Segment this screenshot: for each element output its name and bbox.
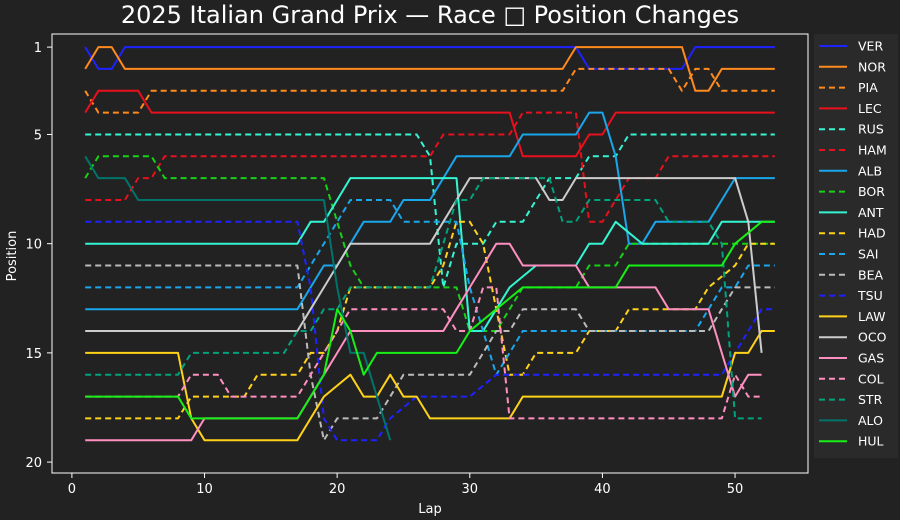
series-line-bor xyxy=(84,155,775,332)
x-axis-title: Lap xyxy=(418,502,441,517)
legend-label-col: COL xyxy=(858,371,884,386)
legend-label-ver: VER xyxy=(858,39,883,54)
legend-label-lec: LEC xyxy=(858,101,882,116)
y-tick-label: 1 xyxy=(34,41,42,56)
series-line-str xyxy=(85,177,762,420)
legend-label-bor: BOR xyxy=(858,184,885,199)
x-tick-label: 0 xyxy=(68,482,76,497)
series-line-had xyxy=(85,220,775,420)
legend-label-law: LAW xyxy=(858,309,885,324)
legend-label-tsu: TSU xyxy=(857,288,883,303)
legend-label-hul: HUL xyxy=(858,434,884,449)
legend-label-gas: GAS xyxy=(858,351,884,366)
axes-frame xyxy=(51,33,809,474)
legend-label-nor: NOR xyxy=(858,59,886,74)
plot-area xyxy=(84,46,775,442)
y-tick-label: 10 xyxy=(25,238,42,253)
legend-label-alb: ALB xyxy=(858,163,882,178)
legend-label-rus: RUS xyxy=(858,122,884,137)
x-tick-label: 30 xyxy=(462,482,479,497)
legend-label-alo: ALO xyxy=(858,413,883,428)
x-axis: 0 10 20 30 40 50 xyxy=(68,473,744,497)
series-line-col xyxy=(85,286,762,420)
y-tick-label: 5 xyxy=(34,128,42,143)
x-tick-label: 10 xyxy=(196,482,213,497)
legend: VER NOR PIA LEC RUS HAM ALB BOR ANT HAD SAI BEA TSU L… xyxy=(814,34,898,458)
legend-label-oco: OCO xyxy=(858,330,887,345)
legend-box xyxy=(814,34,898,458)
series-line-pia xyxy=(84,67,775,114)
x-tick-label: 40 xyxy=(594,482,611,497)
legend-label-pia: PIA xyxy=(858,80,878,95)
chart-title: 2025 Italian Grand Prix — Race □ Positio… xyxy=(121,1,739,29)
series-line-hul xyxy=(85,220,775,420)
series-line-law xyxy=(85,330,775,442)
legend-label-bea: BEA xyxy=(858,267,883,282)
x-tick-label: 20 xyxy=(329,482,346,497)
y-tick-label: 20 xyxy=(25,456,42,471)
series-line-rus xyxy=(85,133,775,289)
series-line-alo xyxy=(84,155,392,441)
legend-label-ham: HAM xyxy=(858,143,887,158)
x-tick-label: 50 xyxy=(727,482,744,497)
y-axis-title: Position xyxy=(5,231,20,282)
legend-label-sai: SAI xyxy=(858,247,878,262)
y-tick-label: 15 xyxy=(25,347,42,362)
legend-label-str: STR xyxy=(858,392,883,407)
legend-label-had: HAD xyxy=(858,226,886,241)
series-line-nor xyxy=(84,46,775,92)
legend-label-ant: ANT xyxy=(858,205,884,220)
